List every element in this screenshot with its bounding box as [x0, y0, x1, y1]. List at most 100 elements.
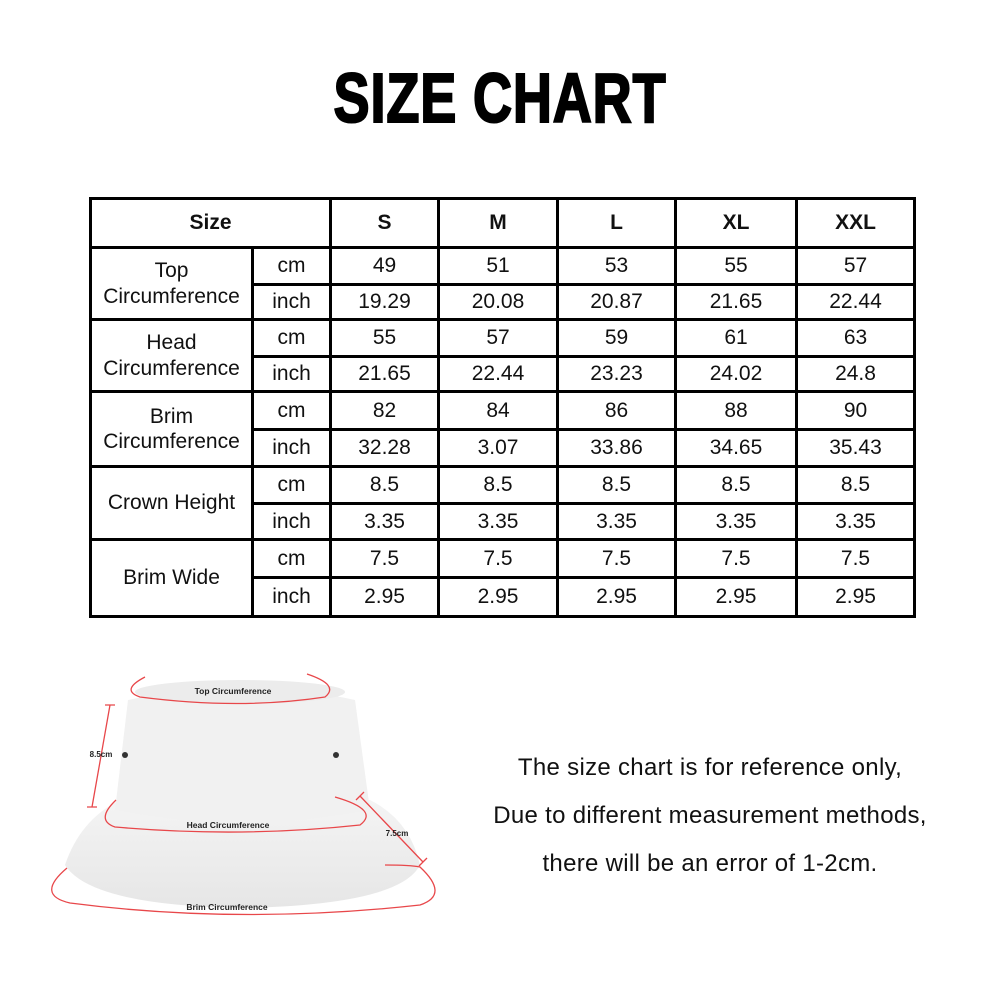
- value-cell: 33.86: [556, 428, 677, 468]
- value-cell: 2.95: [437, 576, 559, 618]
- value-cell: 7.5: [795, 538, 916, 579]
- value-cell: 55: [329, 318, 440, 358]
- value-cell: 7.5: [329, 538, 440, 579]
- table-row: inch 19.29 20.08 20.87 21.65 22.44: [91, 283, 916, 321]
- table-row: inch 21.65 22.44 23.23 24.02 24.8: [91, 355, 916, 393]
- head-arrow: [104, 796, 367, 833]
- measurement-label: Brim Wide: [89, 538, 254, 618]
- value-cell: 3.35: [674, 502, 798, 541]
- value-cell: 19.29: [329, 283, 440, 321]
- value-cell: 57: [437, 318, 559, 358]
- header-m: M: [437, 197, 559, 249]
- value-cell: 88: [674, 390, 798, 431]
- value-cell: 7.5: [674, 538, 798, 579]
- header-l: L: [556, 197, 677, 249]
- value-cell: 55: [674, 246, 798, 286]
- value-cell: 2.95: [556, 576, 677, 618]
- hat-brim: [65, 800, 420, 908]
- value-cell: 20.87: [556, 283, 677, 321]
- unit-cell: inch: [251, 355, 332, 393]
- value-cell: 20.08: [437, 283, 559, 321]
- value-cell: 34.65: [674, 428, 798, 468]
- top-circumference-label: Top Circumference: [195, 686, 272, 696]
- note-line: Due to different measurement methods,: [493, 802, 927, 829]
- unit-cell: inch: [251, 428, 332, 468]
- value-cell: 8.5: [674, 465, 798, 505]
- top-arrow: [130, 673, 331, 705]
- table-row: Head Circumference cm 55 57 59 61 63: [89, 318, 916, 393]
- table-row: Top Circumference cm 49 51 53 55 57: [89, 246, 916, 321]
- value-cell: 90: [795, 390, 916, 431]
- bucket-hat-diagram: Top Circumference 8.5cm Head Circumferen…: [51, 673, 436, 916]
- unit-cell: cm: [251, 538, 332, 579]
- value-cell: 3.35: [329, 502, 440, 541]
- value-cell: 3.35: [437, 502, 559, 541]
- hat-top: [135, 680, 345, 704]
- unit-cell: cm: [251, 465, 332, 505]
- value-cell: 8.5: [329, 465, 440, 505]
- value-cell: 82: [329, 390, 440, 431]
- brim-arrow: [51, 864, 436, 916]
- measurement-label: Crown Height: [89, 465, 254, 541]
- header-size: Size: [89, 197, 332, 249]
- unit-cell: inch: [251, 283, 332, 321]
- head-circumference-label: Head Circumference: [187, 820, 270, 830]
- value-cell: 24.8: [795, 355, 916, 393]
- page-title: SIZE CHART: [333, 58, 667, 138]
- table-row: Brim Circumference cm 82 84 86 88 90: [89, 390, 916, 468]
- value-cell: 61: [674, 318, 798, 358]
- table-row: inch 2.95 2.95 2.95 2.95 2.95: [91, 576, 916, 618]
- value-cell: 8.5: [556, 465, 677, 505]
- value-cell: 3.35: [556, 502, 677, 541]
- value-cell: 86: [556, 390, 677, 431]
- header-s: S: [329, 197, 440, 249]
- value-cell: 51: [437, 246, 559, 286]
- value-cell: 7.5: [437, 538, 559, 579]
- value-cell: 3.35: [795, 502, 916, 541]
- value-cell: 57: [795, 246, 916, 286]
- value-cell: 2.95: [329, 576, 440, 618]
- value-cell: 59: [556, 318, 677, 358]
- table-row: inch 3.35 3.35 3.35 3.35 3.35: [91, 502, 916, 541]
- value-cell: 8.5: [795, 465, 916, 505]
- measurement-label: Brim Circumference: [89, 390, 254, 468]
- brim-wide-line: [355, 791, 428, 867]
- note-line: there will be an error of 1-2cm.: [542, 850, 878, 877]
- table-row: Crown Height cm 8.5 8.5 8.5 8.5 8.5: [89, 465, 916, 541]
- value-cell: 35.43: [795, 428, 916, 468]
- header-xl: XL: [674, 197, 798, 249]
- crown-height-label: 8.5cm: [90, 750, 113, 759]
- value-cell: 22.44: [795, 283, 916, 321]
- header-xxl: XXL: [795, 197, 916, 249]
- reference-note: The size chart is for reference only, Du…: [440, 744, 980, 888]
- value-cell: 23.23: [556, 355, 677, 393]
- measurement-label: Head Circumference: [89, 318, 254, 393]
- crown-height-line: [87, 704, 115, 808]
- value-cell: 7.5: [556, 538, 677, 579]
- table-row: inch 32.28 3.07 33.86 34.65 35.43: [91, 428, 916, 468]
- unit-cell: cm: [251, 390, 332, 431]
- unit-cell: inch: [251, 502, 332, 541]
- value-cell: 49: [329, 246, 440, 286]
- value-cell: 2.95: [674, 576, 798, 618]
- brim-wide-label: 7.5cm: [386, 829, 409, 838]
- value-cell: 8.5: [437, 465, 559, 505]
- brim-circumference-label: Brim Circumference: [186, 902, 268, 912]
- value-cell: 21.65: [329, 355, 440, 393]
- note-line: The size chart is for reference only,: [517, 754, 903, 781]
- value-cell: 32.28: [329, 428, 440, 468]
- hat-crown: [115, 687, 370, 823]
- value-cell: 53: [556, 246, 677, 286]
- value-cell: 63: [795, 318, 916, 358]
- table-row: Brim Wide cm 7.5 7.5 7.5 7.5 7.5: [89, 538, 916, 618]
- value-cell: 2.95: [795, 576, 916, 618]
- value-cell: 84: [437, 390, 559, 431]
- size-table: Size S M L XL XXL Top Circumference cm 49 5…: [89, 197, 916, 618]
- unit-cell: cm: [251, 246, 332, 286]
- value-cell: 3.07: [437, 428, 559, 468]
- header-row: Size S M L XL XXL: [89, 197, 916, 249]
- value-cell: 24.02: [674, 355, 798, 393]
- value-cell: 22.44: [437, 355, 559, 393]
- unit-cell: inch: [251, 576, 332, 618]
- measurement-label: Top Circumference: [89, 246, 254, 321]
